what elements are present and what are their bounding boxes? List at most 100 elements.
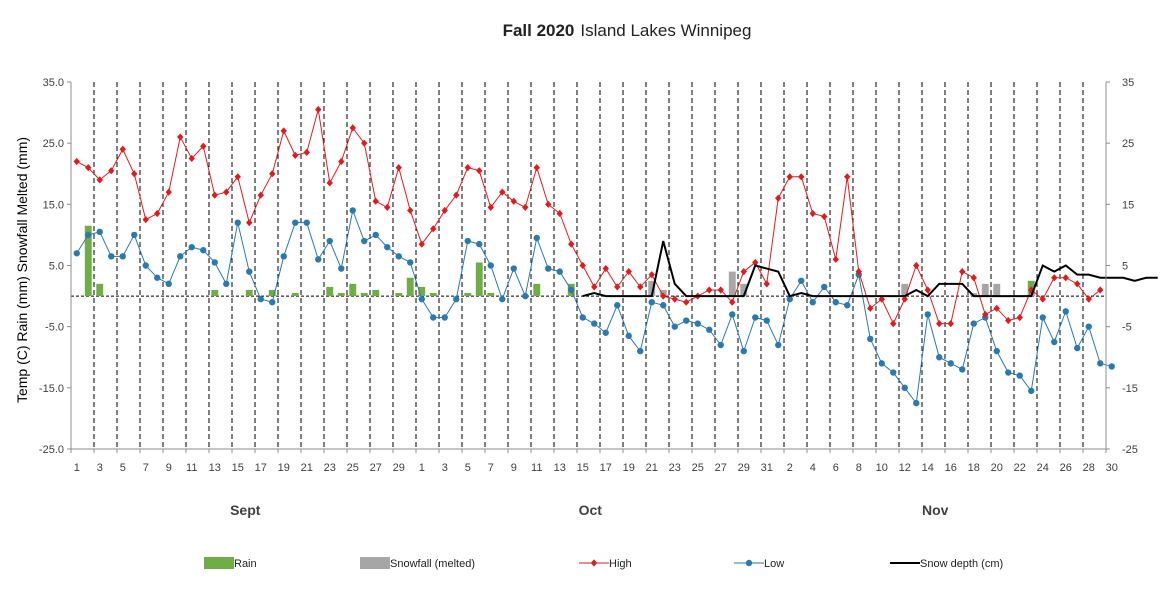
- low-point: [809, 299, 816, 306]
- low-point: [844, 302, 851, 309]
- low-point: [269, 299, 276, 306]
- y-tick-label-left: 35.0: [43, 77, 64, 89]
- low-point: [740, 347, 747, 355]
- rain-bar: [245, 289, 253, 297]
- rain-bar: [487, 293, 495, 297]
- x-tick-label: 31: [761, 462, 773, 474]
- low-point: [315, 256, 322, 263]
- high-point: [246, 219, 253, 227]
- high-point: [522, 203, 529, 211]
- low-point: [292, 219, 299, 226]
- low-point: [901, 384, 908, 392]
- x-tick-label: 11: [531, 462, 542, 474]
- high-point: [993, 304, 1000, 312]
- low-point: [614, 302, 621, 309]
- rain-bar: [84, 225, 92, 297]
- high-point: [706, 286, 713, 294]
- high-point: [970, 274, 977, 282]
- low-point: [384, 243, 391, 251]
- legend-item: Low: [734, 558, 784, 570]
- low-point: [119, 253, 126, 260]
- high-point: [947, 320, 954, 328]
- low-point: [798, 277, 805, 284]
- low-point: [510, 265, 517, 272]
- x-tick-label: 1: [74, 462, 80, 474]
- x-tick-label: 30: [1106, 462, 1118, 474]
- high-point: [913, 261, 920, 270]
- high-point: [280, 127, 287, 135]
- x-tick-label: 25: [692, 462, 704, 474]
- y-axis-label: Temp (C) Rain (mm) Snowfall Melted (mm): [14, 137, 30, 403]
- x-tick-label: 29: [393, 462, 405, 474]
- high-point: [476, 167, 483, 175]
- high-point: [338, 157, 345, 166]
- low-point: [1039, 314, 1046, 321]
- snowfall-bar: [981, 283, 989, 297]
- x-tick-label: 16: [945, 462, 957, 474]
- legend-item: High: [579, 558, 632, 570]
- low-point: [763, 317, 770, 324]
- low-point: [970, 320, 977, 327]
- y-tick-label-right: 5: [1122, 261, 1128, 273]
- low-point: [200, 247, 207, 254]
- rain-bar: [464, 293, 472, 297]
- x-tick-label: 1: [419, 462, 425, 474]
- y-tick-label-left: -15.0: [39, 383, 64, 395]
- low-point: [211, 259, 218, 266]
- x-tick-label: 12: [899, 462, 911, 474]
- low-point: [522, 292, 529, 300]
- low-point: [165, 280, 172, 288]
- high-point: [361, 139, 368, 147]
- x-tick-label: 13: [554, 462, 566, 474]
- high-point: [959, 268, 966, 276]
- high-point: [740, 268, 747, 276]
- legend-swatch: [204, 557, 234, 569]
- low-point: [453, 295, 460, 303]
- high-point: [901, 295, 908, 303]
- low-point: [752, 314, 759, 321]
- rain-bar: [475, 262, 483, 297]
- legend-label: Rain: [234, 558, 257, 570]
- high-point: [326, 179, 333, 187]
- x-tick-label: 5: [120, 462, 126, 474]
- high-point: [1051, 274, 1058, 282]
- legend-marker: [590, 559, 598, 567]
- high-point: [315, 105, 322, 114]
- low-point: [947, 360, 954, 367]
- low-point: [717, 341, 724, 349]
- low-point: [441, 314, 448, 321]
- low-point: [683, 317, 690, 324]
- low-point: [959, 366, 966, 373]
- low-point: [464, 237, 471, 245]
- low-point: [395, 253, 402, 260]
- x-tick-label: 21: [301, 462, 313, 474]
- high-point: [96, 176, 103, 184]
- high-point: [717, 286, 724, 294]
- high-point: [809, 209, 816, 218]
- low-point: [533, 234, 540, 242]
- x-tick-label: 13: [209, 462, 221, 474]
- legend-item: Snowfall (melted): [360, 557, 475, 570]
- low-point: [280, 253, 287, 260]
- low-point: [660, 302, 667, 309]
- low-point: [786, 295, 793, 303]
- high-point: [1005, 316, 1012, 325]
- rain-bar: [372, 289, 380, 297]
- snowfall-bar: [728, 271, 736, 297]
- low-point: [1097, 360, 1104, 367]
- x-tick-label: 6: [833, 462, 839, 474]
- low-point: [131, 231, 138, 239]
- low-point: [890, 369, 897, 376]
- high-point: [292, 151, 299, 159]
- high-point: [844, 173, 851, 181]
- x-tick-label: 15: [232, 462, 244, 474]
- high-point: [625, 268, 632, 276]
- high-point: [73, 157, 80, 166]
- x-tick-label: 9: [511, 462, 517, 474]
- low-point: [487, 262, 494, 269]
- rain-bar: [349, 283, 357, 297]
- low-point: [499, 295, 506, 303]
- low-point: [1085, 323, 1092, 330]
- snowfall-bar: [901, 283, 909, 297]
- rain-bar: [326, 286, 334, 297]
